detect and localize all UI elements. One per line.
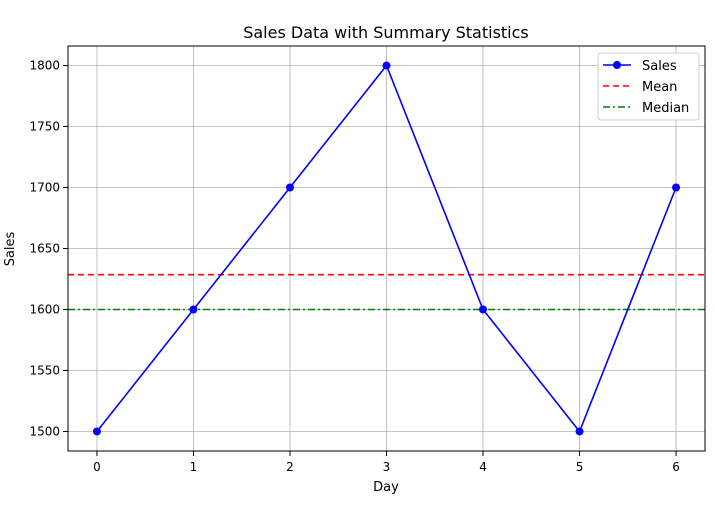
series-point-3 <box>382 61 391 70</box>
chart-title: Sales Data with Summary Statistics <box>243 23 529 42</box>
legend-mean-label: Mean <box>642 80 677 95</box>
x-tick-label: 3 <box>383 460 391 474</box>
legend-item-median: Median <box>603 101 689 116</box>
y-tick-label: 1700 <box>29 181 60 195</box>
x-tick-label: 6 <box>672 460 680 474</box>
series-point-4 <box>479 305 488 314</box>
legend-sales-marker <box>613 61 621 69</box>
x-tick-label: 1 <box>190 460 198 474</box>
legend-box <box>597 52 700 121</box>
ticks-layer: 0 1 2 3 4 5 6 1500 1550 1600 1650 1700 1750 1800 <box>29 59 679 474</box>
y-axis-label: Sales <box>3 231 18 266</box>
y-tick-label: 1600 <box>29 302 60 316</box>
y-tick-label: 1500 <box>29 424 60 438</box>
legend-item-mean: Mean <box>603 80 677 95</box>
y-tick-label: 1750 <box>29 120 60 134</box>
y-tick-label: 1800 <box>29 59 60 73</box>
series-point-6 <box>672 183 681 192</box>
x-tick-label: 5 <box>576 460 584 474</box>
x-tick-label: 0 <box>93 460 101 474</box>
series-point-1 <box>189 305 198 314</box>
y-tick-label: 1550 <box>29 363 60 377</box>
reference-lines-layer <box>68 273 705 311</box>
series-point-2 <box>285 183 294 192</box>
legend-median-label: Median <box>642 101 689 116</box>
x-tick-label: 4 <box>479 460 487 474</box>
legend: Sales Mean Median <box>597 52 700 121</box>
series-point-5 <box>575 427 584 436</box>
y-tick-label: 1650 <box>29 242 60 256</box>
series-point-0 <box>92 427 101 436</box>
x-axis-label: Day <box>373 480 399 495</box>
series-layer <box>92 61 681 436</box>
legend-item-sales: Sales <box>603 59 677 74</box>
x-tick-label: 2 <box>286 460 294 474</box>
legend-sales-label: Sales <box>642 59 677 74</box>
